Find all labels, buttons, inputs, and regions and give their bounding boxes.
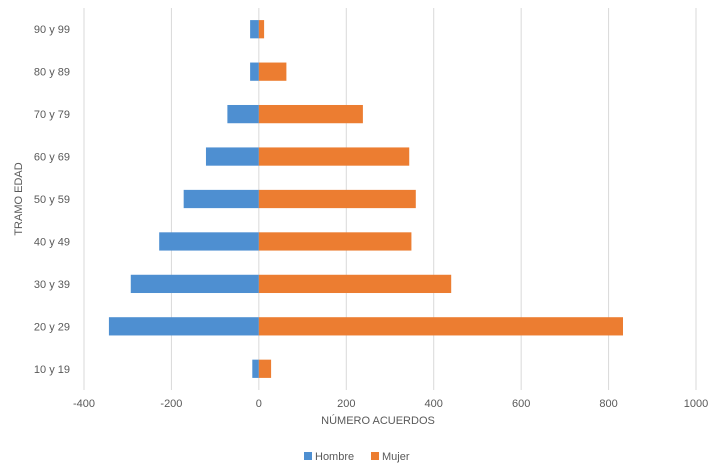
bar-hombre-90-y-99	[250, 20, 259, 39]
bar-mujer-40-y-49	[258, 232, 412, 251]
bar-hombre-10-y-19	[252, 359, 259, 378]
y-tick-label: 20 y 29	[34, 321, 70, 333]
y-tick-label: 60 y 69	[34, 152, 70, 164]
x-tick-labels: -400 -200 0 200 400 600 800 1000	[73, 398, 708, 410]
y-tick-label: 40 y 49	[34, 236, 70, 248]
x-axis-title: NÚMERO ACUERDOS	[321, 414, 435, 427]
bar-mujer-10-y-19	[258, 359, 272, 378]
bar-mujer-50-y-59	[258, 189, 416, 209]
x-tick-label: 0	[256, 398, 262, 410]
y-tick-label: 70 y 79	[34, 109, 70, 121]
y-tick-labels: 10 y 19 20 y 29 30 y 39 40 y 49 50 y 59 60 y …	[34, 24, 70, 376]
x-tick-label: 1000	[684, 398, 708, 410]
bar-hombre-50-y-59	[183, 189, 259, 209]
bar-mujer-80-y-89	[258, 62, 287, 81]
legend-swatch-mujer	[371, 452, 379, 460]
legend-label-hombre: Hombre	[315, 451, 354, 463]
bar-mujer-20-y-29	[258, 317, 623, 336]
x-tick-label: 400	[425, 398, 443, 410]
x-tick-label: 800	[599, 398, 617, 410]
x-tick-label: 200	[337, 398, 355, 410]
bars	[108, 20, 623, 378]
bar-mujer-30-y-39	[258, 274, 452, 294]
bar-hombre-60-y-69	[205, 147, 259, 166]
y-tick-label: 80 y 89	[34, 67, 70, 79]
bar-hombre-20-y-29	[108, 317, 259, 336]
x-tick-label: 600	[512, 398, 530, 410]
y-tick-label: 10 y 19	[34, 364, 70, 376]
bar-hombre-70-y-79	[227, 104, 259, 124]
y-tick-label: 50 y 59	[34, 194, 70, 206]
x-tick-label: -400	[73, 398, 95, 410]
bar-hombre-80-y-89	[250, 62, 259, 81]
legend: Hombre Mujer	[304, 451, 410, 463]
y-tick-label: 30 y 39	[34, 279, 70, 291]
bar-hombre-40-y-49	[159, 232, 259, 251]
bar-mujer-60-y-69	[258, 147, 410, 166]
y-axis-title: TRAMO EDAD	[13, 162, 25, 235]
bar-hombre-30-y-39	[130, 274, 259, 294]
y-tick-label: 90 y 99	[34, 24, 70, 36]
x-tick-label: -200	[160, 398, 182, 410]
legend-label-mujer: Mujer	[382, 451, 410, 463]
bar-mujer-90-y-99	[258, 20, 265, 39]
bar-mujer-70-y-79	[258, 104, 363, 124]
legend-swatch-hombre	[304, 452, 312, 460]
